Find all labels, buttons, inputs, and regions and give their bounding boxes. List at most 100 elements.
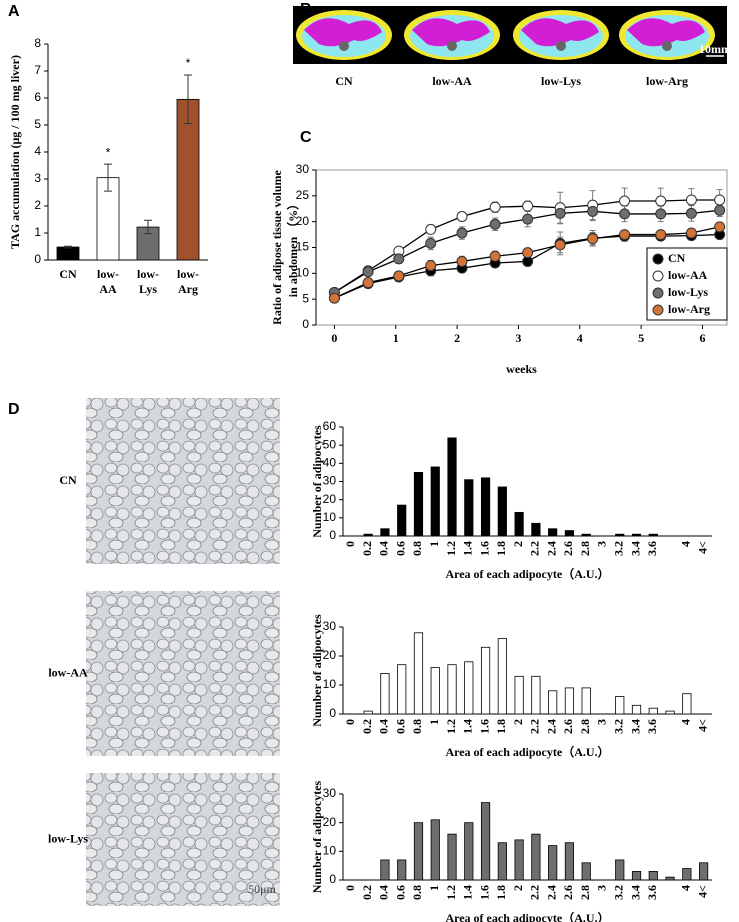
panel-label: D: [8, 401, 20, 418]
bar: [447, 437, 457, 537]
y-tick-label: 20: [296, 214, 310, 228]
x-tick-label: 1.6: [477, 541, 491, 556]
x-tick-label: 0.2: [360, 885, 374, 900]
series-marker: [619, 208, 631, 220]
legend-label: CN: [668, 251, 686, 265]
x-tick-label: 0: [343, 541, 357, 547]
x-tick-label: 3.6: [645, 541, 659, 556]
x-tick-label: 0: [343, 719, 357, 725]
bar: [514, 675, 524, 715]
legend-marker: [652, 287, 664, 299]
series-marker: [456, 227, 468, 239]
y-tick-label: 20: [323, 492, 337, 506]
x-tick-label: 1: [427, 719, 441, 725]
bar: [665, 876, 675, 881]
series-marker: [522, 247, 534, 259]
x-tick-label: 3.6: [645, 885, 659, 900]
series-marker: [685, 207, 697, 219]
x-tick-label: 4: [679, 719, 693, 725]
y-tick-label: 30: [296, 162, 310, 176]
error-bar: [184, 74, 192, 125]
bar: [413, 632, 424, 715]
ct-muscle: [412, 18, 490, 47]
bar: [548, 528, 558, 537]
bar: [531, 675, 541, 715]
series-marker: [489, 250, 501, 262]
x-tick-label: 2.4: [544, 541, 558, 556]
x-tick-label: low-AA: [97, 267, 119, 296]
y-tick-label: 7: [34, 63, 41, 77]
x-tick-label: 4<: [695, 541, 709, 554]
y-tick-label: 0: [329, 706, 336, 720]
x-tick-label: 0.2: [360, 541, 374, 556]
series-marker: [587, 233, 599, 245]
x-tick-label: 2.6: [561, 885, 575, 900]
y-tick-label: 30: [323, 619, 337, 633]
x-tick-label: 0.4: [377, 719, 391, 734]
bar: [413, 822, 424, 881]
bar: [497, 842, 507, 881]
bar: [648, 707, 658, 715]
series-marker: [328, 292, 340, 304]
ct-spine: [556, 41, 566, 51]
bar: [615, 859, 625, 881]
y-tick-label: 10: [323, 844, 337, 858]
bar: [631, 533, 642, 537]
x-tick-label: 1.8: [494, 719, 508, 734]
x-tick-label: 0.8: [410, 719, 424, 734]
ct-spine: [339, 41, 349, 51]
bar: [648, 533, 658, 537]
legend-marker: [652, 270, 664, 282]
bar: [648, 871, 658, 881]
x-tick-label: 3.4: [628, 885, 642, 900]
bar: [564, 530, 575, 537]
y-tick-label: 5: [302, 291, 309, 305]
y-tick-label: 0: [34, 252, 41, 266]
bar: [56, 246, 80, 261]
x-tick-label: 1.6: [477, 885, 491, 900]
y-axis-label: TAG accumulation (μg / 100 mg liver): [8, 55, 22, 249]
x-tick-label: 1.6: [477, 719, 491, 734]
bar: [430, 466, 440, 537]
x-axis-label: Area of each adipocyte（A.U.）: [445, 910, 609, 922]
y-tick-label: 15: [296, 240, 310, 254]
legend-marker: [652, 253, 664, 265]
bar: [464, 661, 474, 715]
x-tick-label: 2.2: [528, 885, 542, 900]
bar: [464, 479, 474, 537]
x-tick-label: 2.4: [544, 719, 558, 734]
series-marker: [489, 218, 501, 230]
slice-caption: low-Lys: [541, 74, 581, 88]
series-marker: [685, 227, 697, 239]
series-marker: [425, 237, 437, 249]
bar: [581, 533, 591, 537]
x-tick-label: low-Lys: [137, 267, 159, 296]
bar: [380, 859, 390, 881]
x-tick-label: 1: [427, 541, 441, 547]
series-marker: [619, 195, 631, 207]
ct-muscle: [304, 18, 382, 47]
x-axis-label: weeks: [506, 362, 537, 376]
error-bar: [64, 245, 72, 249]
row-label: low-Lys: [48, 831, 88, 845]
y-tick-label: 5: [34, 117, 41, 131]
x-tick-label: 4<: [695, 885, 709, 898]
y-axis-label: Number of adipocytes: [310, 425, 324, 538]
y-tick-label: 3: [34, 171, 41, 185]
x-tick-label: 1.4: [461, 885, 475, 900]
series-marker: [655, 229, 667, 241]
x-tick-label: 3.6: [645, 719, 659, 734]
series-marker: [655, 208, 667, 220]
bar: [531, 522, 541, 537]
x-tick-label: 2.6: [561, 541, 575, 556]
series-marker: [685, 194, 697, 206]
y-tick-label: 60: [323, 419, 337, 433]
series-marker: [362, 266, 374, 278]
bar: [430, 819, 440, 881]
bar: [564, 687, 575, 715]
error-bar: [104, 163, 112, 192]
x-axis-label: Area of each adipocyte（A.U.）: [445, 744, 609, 759]
bar: [581, 862, 591, 881]
x-tick-label: 0.6: [393, 885, 407, 900]
